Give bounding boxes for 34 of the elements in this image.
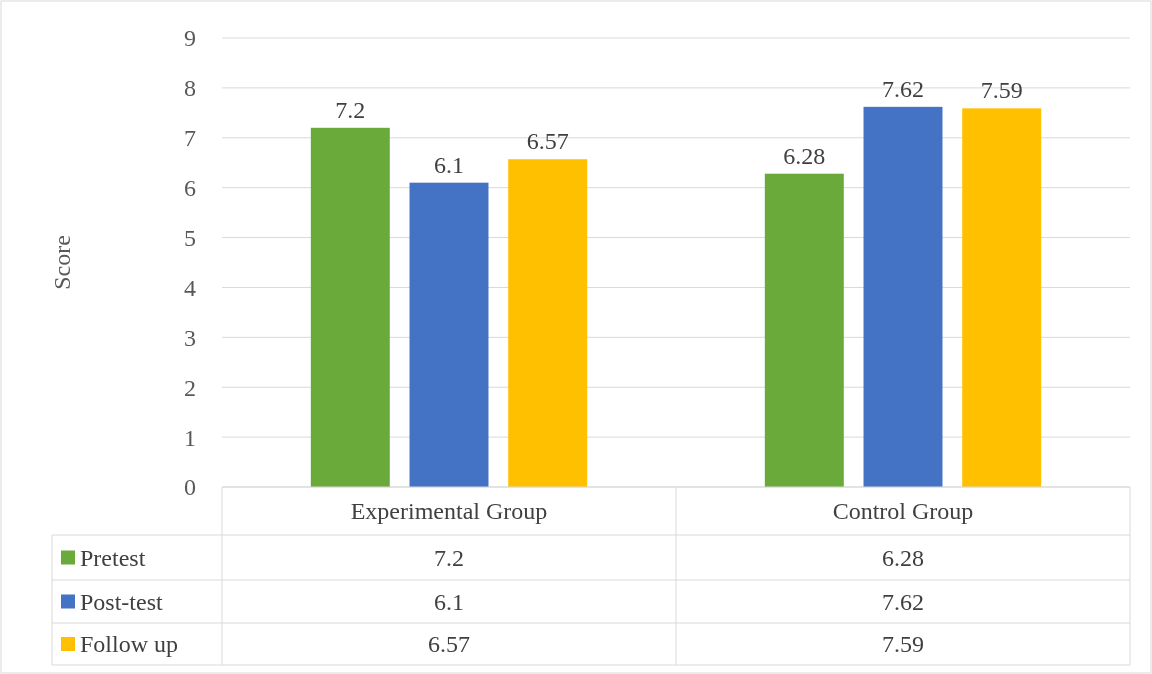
data-label: 7.2: [335, 96, 366, 123]
text: 7.62: [882, 588, 924, 615]
data-label: 6.1: [434, 151, 464, 178]
y-tick-label: 9: [184, 25, 196, 52]
text: 6.57: [428, 631, 470, 658]
legend-label: Follow up: [80, 631, 179, 658]
y-tick-label: 0: [184, 474, 196, 501]
data-label: 6.28: [783, 142, 826, 169]
y-tick-label: 2: [184, 374, 196, 401]
text: 7.2: [434, 544, 464, 571]
bar: [764, 173, 844, 487]
data-label: 7.62: [882, 75, 924, 102]
y-tick-label: 5: [184, 224, 196, 251]
x-tick-label: Control Group: [832, 498, 974, 525]
bar: [962, 108, 1042, 487]
text: 6.28: [882, 544, 924, 571]
y-tick-label: 3: [184, 324, 196, 351]
text: 7.59: [882, 631, 924, 658]
bar: [508, 159, 588, 487]
y-tick-label: 4: [184, 274, 196, 301]
bar: [409, 182, 489, 487]
y-tick-label: 7: [184, 125, 196, 152]
y-axis-title: Score: [49, 235, 75, 290]
legend-label: Pretest: [80, 544, 146, 571]
text: 6.1: [434, 588, 464, 615]
y-tick-label: 1: [184, 424, 196, 451]
y-tick-label: 8: [184, 75, 196, 102]
data-label: 7.59: [980, 77, 1023, 104]
bar: [863, 106, 943, 487]
data-label: 6.57: [526, 128, 569, 155]
legend-label: Post-test: [80, 588, 164, 615]
y-tick-label: 6: [184, 175, 196, 202]
bar: [310, 127, 390, 487]
x-tick-label: Experimental Group: [350, 498, 548, 525]
